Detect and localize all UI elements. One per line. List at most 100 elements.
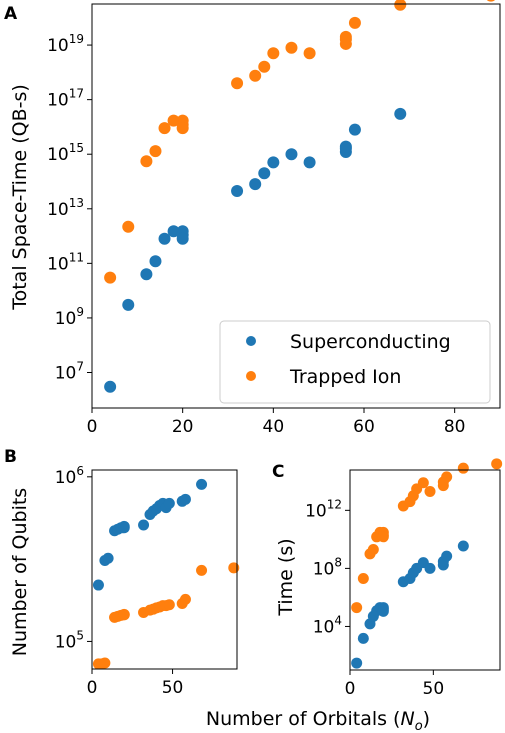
trapped-ion-point [417, 477, 429, 489]
trapped-ion-point [118, 608, 130, 620]
superconducting-point [267, 156, 280, 169]
trapped-ion-point [351, 602, 363, 614]
superconducting-point [104, 380, 117, 393]
x-tick-label: 0 [87, 417, 98, 437]
x-tick-label: 60 [353, 417, 375, 437]
panel-a: A Total Space-Time (QB-s) 0 20 40 60 80 107 10… [4, 0, 501, 437]
superconducting-point [348, 123, 361, 136]
trapped-ion-point [377, 531, 389, 543]
x-tick-label: 40 [263, 417, 285, 437]
x-tick-label: 0 [345, 679, 356, 699]
trapped-ion-point [179, 593, 191, 605]
panel-b-marks [92, 478, 240, 670]
legend: Superconducting Trapped Ion [219, 320, 491, 404]
xlabel-prefix: Number of Orbitals ( [206, 708, 401, 730]
superconducting-point [377, 605, 389, 617]
y-tick-label: 1019 [47, 32, 84, 56]
trapped-ion-point [163, 599, 175, 611]
panel-c-ylabel: Time (s) [275, 538, 297, 616]
panel-b: B Number of Qubits 0 50 105 106 [4, 447, 240, 698]
y-tick-label: 105 [55, 628, 84, 652]
y-tick-label: 108 [313, 555, 342, 579]
x-tick-label: 50 [423, 679, 445, 699]
y-tick-label: 1011 [47, 250, 84, 274]
superconducting-point [351, 657, 363, 669]
trapped-ion-point [267, 47, 280, 60]
trapped-ion-point [348, 16, 361, 29]
panel-c: C Time (s) 0 50 104 108 1012 [272, 458, 503, 699]
panel-b-label: B [4, 447, 17, 467]
trapped-ion-point [258, 60, 271, 73]
superconducting-point [339, 140, 352, 153]
y-tick-label: 107 [55, 360, 84, 384]
legend-marker-trapped-ion [246, 371, 256, 381]
superconducting-point [92, 579, 104, 591]
superconducting-point [424, 562, 436, 574]
legend-label-trapped-ion: Trapped Ion [289, 366, 401, 388]
y-tick-label: 1012 [305, 497, 342, 521]
panel-a-marks [104, 0, 496, 393]
panel-c-marks [351, 458, 503, 669]
trapped-ion-point [285, 41, 298, 54]
trapped-ion-point [357, 573, 369, 585]
panel-b-ylabel: Number of Qubits [9, 488, 31, 656]
trapped-ion-point [231, 77, 244, 90]
trapped-ion-point [424, 485, 436, 497]
superconducting-point [118, 520, 130, 532]
trapped-ion-point [176, 122, 189, 135]
superconducting-point [102, 552, 114, 564]
x-tick-label: 0 [87, 678, 98, 698]
y-tick-label: 1013 [47, 196, 84, 220]
superconducting-point [167, 225, 180, 238]
trapped-ion-point [394, 0, 407, 11]
trapped-ion-point [486, 0, 496, 2]
superconducting-point [357, 632, 369, 644]
trapped-ion-point [367, 544, 379, 556]
superconducting-point [176, 232, 189, 245]
superconducting-point [303, 156, 316, 169]
superconducting-point [258, 167, 271, 180]
trapped-ion-point [99, 657, 111, 669]
x-tick-label: 20 [172, 417, 194, 437]
legend-label-superconducting: Superconducting [290, 331, 451, 353]
trapped-ion-point [122, 220, 135, 233]
xlabel-var: N [400, 708, 414, 730]
trapped-ion-point [149, 145, 162, 158]
panel-c-ticks: 0 50 104 108 1012 [305, 497, 444, 699]
superconducting-point [441, 550, 453, 562]
trapped-ion-point [196, 564, 208, 576]
superconducting-point [231, 184, 244, 197]
y-tick-label: 1017 [47, 87, 84, 111]
superconducting-point [122, 298, 135, 311]
y-tick-label: 1015 [47, 141, 84, 165]
y-tick-label: 106 [55, 464, 84, 488]
superconducting-point [285, 148, 298, 161]
x-tick-label: 50 [162, 678, 184, 698]
superconducting-point [249, 178, 262, 191]
xlabel-suffix: ) [423, 708, 430, 730]
trapped-ion-point [249, 69, 262, 82]
trapped-ion-point [491, 458, 503, 470]
trapped-ion-point [167, 114, 180, 127]
legend-marker-superconducting [246, 336, 256, 346]
panel-b-frame [91, 469, 238, 670]
superconducting-point [140, 268, 153, 281]
superconducting-point [158, 232, 171, 245]
superconducting-point [163, 497, 175, 509]
trapped-ion-point [140, 155, 153, 168]
panel-a-ticks: 0 20 40 60 80 107 109 1011 1013 1015 1017 1019 [47, 32, 465, 437]
trapped-ion-point [339, 30, 352, 43]
trapped-ion-point [303, 47, 316, 60]
x-tick-label: 80 [444, 417, 466, 437]
superconducting-point [196, 478, 208, 490]
legend-box [219, 320, 491, 404]
panel-c-label: C [272, 462, 284, 482]
trapped-ion-point [457, 462, 469, 474]
trapped-ion-point [228, 562, 240, 574]
trapped-ion-point [441, 471, 453, 483]
superconducting-point [179, 493, 191, 505]
panel-a-label: A [4, 4, 18, 24]
panel-b-ticks: 0 50 105 106 [55, 464, 184, 698]
superconducting-point [138, 519, 150, 531]
